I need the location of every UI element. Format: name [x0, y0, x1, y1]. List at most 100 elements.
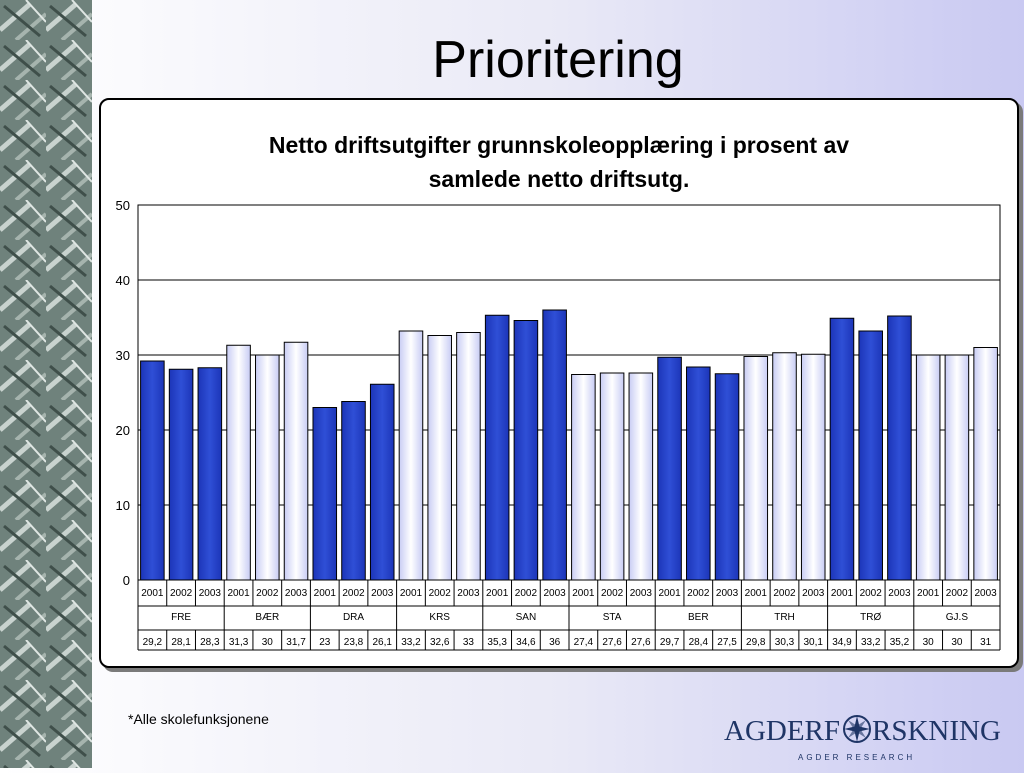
data-label: 34,6 — [516, 637, 536, 648]
x-tick-year: 2002 — [773, 588, 796, 599]
bar — [714, 373, 740, 581]
data-label: 29,8 — [746, 637, 766, 648]
bar — [858, 330, 883, 581]
data-label: 28,4 — [689, 637, 709, 648]
y-tick-label: 20 — [116, 423, 130, 438]
data-label: 27,4 — [574, 637, 594, 648]
bar — [398, 330, 424, 581]
x-tick-year: 2003 — [716, 588, 739, 599]
data-label: 28,1 — [171, 637, 191, 648]
bar — [513, 320, 539, 581]
logo-wordmark-end: RSKNING — [872, 715, 1001, 747]
bar — [973, 347, 998, 581]
x-tick-year: 2003 — [544, 588, 567, 599]
x-tick-year: 2003 — [975, 588, 998, 599]
data-label: 31,3 — [229, 637, 249, 648]
x-tick-year: 2001 — [141, 588, 164, 599]
chart-panel: Netto driftsutgifter grunnskoleopplæring… — [99, 98, 1019, 668]
x-tick-year: 2002 — [515, 588, 538, 599]
x-tick-year: 2003 — [630, 588, 653, 599]
bar — [542, 309, 567, 581]
decorative-side-strip — [0, 0, 92, 768]
x-group-label: KRS — [429, 612, 450, 623]
bar — [887, 315, 912, 581]
x-tick-year: 2001 — [227, 588, 250, 599]
slide-title: Prioritering — [432, 31, 684, 89]
data-label: 27,5 — [717, 637, 737, 648]
data-label: 30,1 — [803, 637, 823, 648]
bar — [944, 354, 970, 581]
x-tick-year: 2001 — [572, 588, 595, 599]
x-tick-year: 2002 — [170, 588, 193, 599]
x-group-label: BER — [688, 612, 709, 623]
bar — [283, 341, 309, 581]
bar — [484, 314, 510, 581]
agderforskning-logo: AGDERF RSKNING AGDER RESEARCH — [724, 715, 1001, 762]
bar — [772, 352, 797, 581]
x-tick-year: 2002 — [687, 588, 710, 599]
data-label: 33,2 — [861, 637, 881, 648]
data-label: 35,3 — [487, 637, 507, 648]
x-group-label: FRE — [171, 612, 191, 623]
bar — [743, 356, 769, 581]
bar — [657, 356, 682, 581]
data-label: 33 — [463, 637, 475, 648]
data-label: 30,3 — [775, 637, 795, 648]
x-tick-year: 2001 — [400, 588, 423, 599]
x-tick-year: 2003 — [285, 588, 308, 599]
bar — [456, 332, 481, 581]
chart-title-line-1: Netto driftsutgifter grunnskoleopplæring… — [268, 132, 850, 158]
chart-title: Netto driftsutgifter grunnskoleopplæring… — [101, 128, 1017, 196]
side-strip-pattern — [0, 0, 92, 768]
bar — [255, 354, 280, 581]
logo-subtext: AGDER RESEARCH — [798, 753, 915, 762]
x-tick-year: 2002 — [601, 588, 624, 599]
y-tick-label: 40 — [116, 273, 130, 288]
bar — [628, 372, 654, 581]
x-tick-year: 2002 — [342, 588, 365, 599]
bar-chart: 0 10 20 30 40 50 2001 29,2 2002 28,1 2003 28,3 FRE 20… — [116, 198, 1001, 651]
bar — [312, 407, 338, 581]
data-label: 23 — [319, 637, 331, 648]
data-label: 29,7 — [660, 637, 680, 648]
compass-rose-icon — [843, 715, 871, 743]
x-group-label: DRA — [343, 612, 364, 623]
bar — [915, 354, 941, 581]
data-label: 31 — [980, 637, 992, 648]
bar — [686, 366, 711, 581]
x-tick-year: 2003 — [371, 588, 394, 599]
y-tick-label: 30 — [116, 348, 130, 363]
chart-title-line-2: samlede netto driftsutg. — [428, 166, 690, 192]
data-label: 27,6 — [631, 637, 651, 648]
x-group-label: SAN — [516, 612, 537, 623]
data-label: 30 — [262, 637, 274, 648]
bar — [571, 374, 596, 581]
data-label: 31,7 — [286, 637, 306, 648]
data-label: 28,3 — [200, 637, 220, 648]
data-label: 33,2 — [401, 637, 421, 648]
x-group-label: BÆR — [255, 612, 279, 623]
x-tick-year: 2002 — [429, 588, 452, 599]
data-label: 36 — [549, 637, 561, 648]
y-tick-label: 10 — [116, 498, 130, 513]
data-label: 30 — [951, 637, 963, 648]
x-tick-year: 2003 — [888, 588, 911, 599]
bar — [140, 360, 165, 581]
data-label: 35,2 — [890, 637, 910, 648]
data-label: 27,6 — [602, 637, 622, 648]
x-group-label: TRH — [774, 612, 795, 623]
bar — [599, 372, 625, 581]
bar — [168, 368, 194, 581]
bar — [427, 335, 452, 581]
x-tick-year: 2001 — [831, 588, 854, 599]
x-tick-year: 2002 — [860, 588, 883, 599]
data-label: 30 — [923, 637, 935, 648]
bar — [341, 401, 366, 581]
data-label: 23,8 — [344, 637, 364, 648]
bar — [829, 317, 855, 581]
x-tick-year: 2003 — [802, 588, 825, 599]
x-tick-year: 2001 — [745, 588, 768, 599]
bar — [197, 367, 223, 581]
footnote: *Alle skolefunksjonene — [128, 711, 269, 727]
x-tick-year: 2002 — [946, 588, 969, 599]
